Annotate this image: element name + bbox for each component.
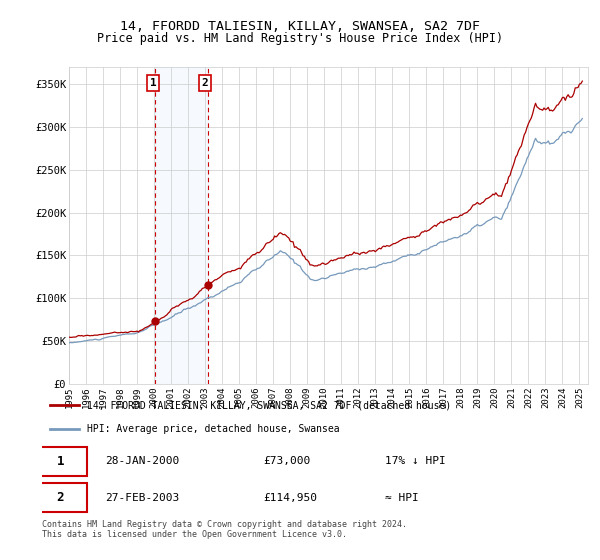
Text: Price paid vs. HM Land Registry's House Price Index (HPI): Price paid vs. HM Land Registry's House … [97, 32, 503, 45]
FancyBboxPatch shape [34, 483, 87, 512]
Text: 2: 2 [57, 491, 64, 505]
Text: 1: 1 [149, 78, 156, 88]
Text: 1: 1 [57, 455, 64, 468]
Text: 2: 2 [202, 78, 209, 88]
Text: 27-FEB-2003: 27-FEB-2003 [106, 493, 179, 503]
Text: 17% ↓ HPI: 17% ↓ HPI [385, 456, 446, 466]
Text: 28-JAN-2000: 28-JAN-2000 [106, 456, 179, 466]
Text: Contains HM Land Registry data © Crown copyright and database right 2024.
This d: Contains HM Land Registry data © Crown c… [42, 520, 407, 539]
Text: £73,000: £73,000 [264, 456, 311, 466]
Text: £114,950: £114,950 [264, 493, 318, 503]
Text: HPI: Average price, detached house, Swansea: HPI: Average price, detached house, Swan… [87, 424, 340, 434]
FancyBboxPatch shape [34, 447, 87, 476]
Text: 14, FFORDD TALIESIN, KILLAY, SWANSEA, SA2 7DF (detached house): 14, FFORDD TALIESIN, KILLAY, SWANSEA, SA… [87, 400, 451, 410]
Text: ≈ HPI: ≈ HPI [385, 493, 419, 503]
Text: 14, FFORDD TALIESIN, KILLAY, SWANSEA, SA2 7DF: 14, FFORDD TALIESIN, KILLAY, SWANSEA, SA… [120, 20, 480, 32]
Bar [155, 67, 208, 384]
